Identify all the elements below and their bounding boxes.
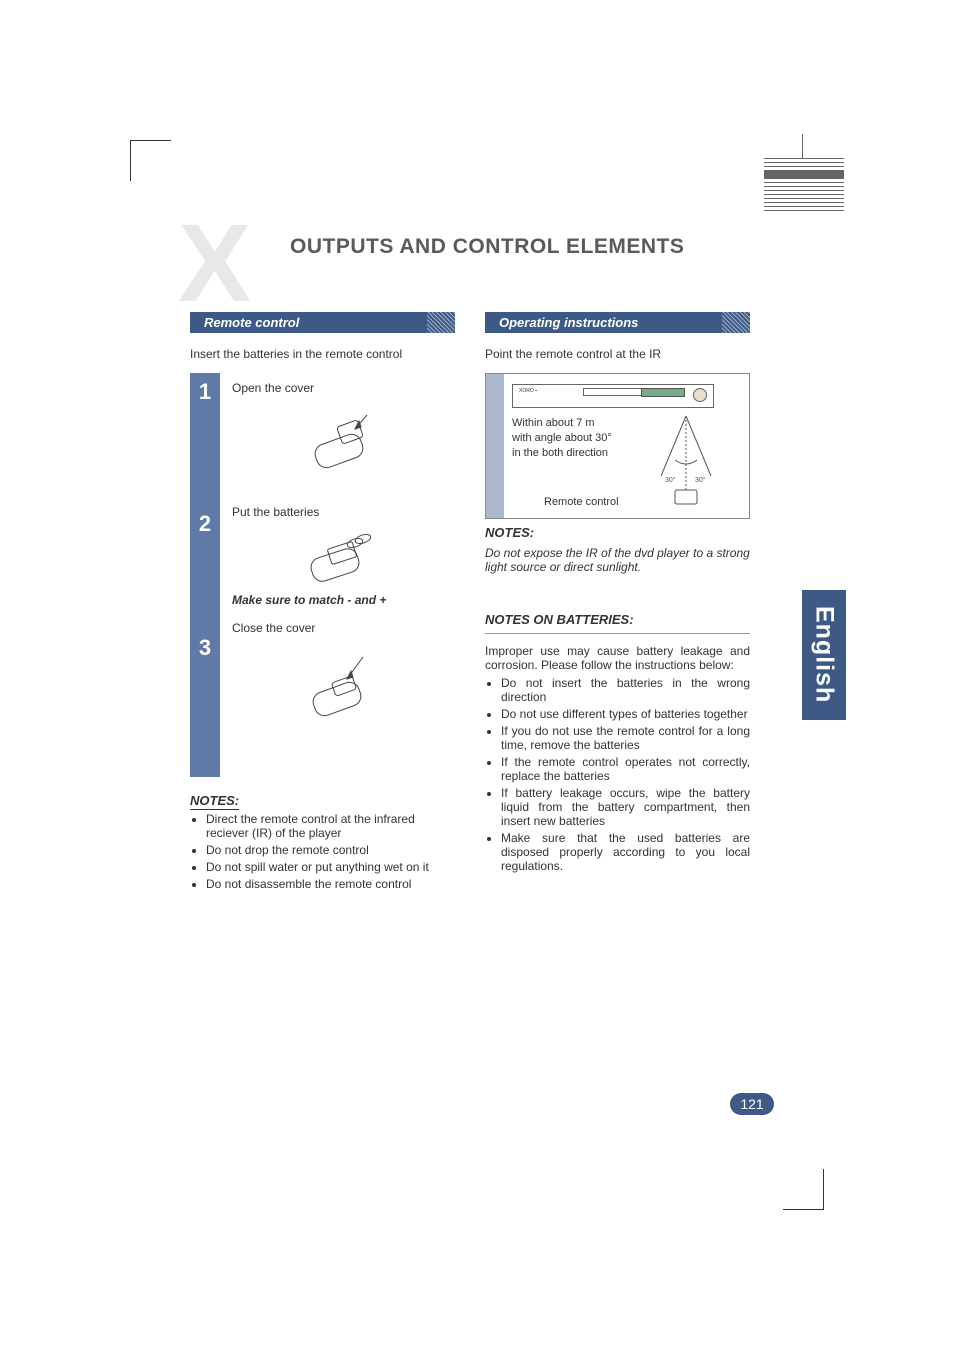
ir-cone-icon: 30° 30° [641, 412, 731, 512]
batteries-intro: Improper use may cause battery leakage a… [485, 644, 750, 672]
step-2-caption: Put the batteries [232, 505, 447, 519]
angle-left-label: 30° [665, 476, 676, 484]
ir-note-text: Do not expose the IR of the dvd player t… [485, 546, 750, 574]
crop-mark-br [783, 1169, 824, 1210]
steps: 1 2 3 Open the cover [190, 373, 455, 777]
batteries-notes-list: Do not insert the batteries in the wrong… [485, 676, 750, 873]
step-3: Close the cover [220, 613, 455, 753]
step-1-caption: Open the cover [232, 381, 447, 395]
section-title: Remote control [204, 315, 299, 330]
language-tab: English [802, 590, 846, 720]
step-num-2: 2 [190, 505, 220, 629]
diagram-strip [486, 374, 504, 518]
section-title: Operating instructions [499, 315, 638, 330]
steps-body: Open the cover Put the batteries [220, 373, 455, 777]
match-polarity-note: Make sure to match - and + [232, 587, 447, 609]
divider [485, 633, 750, 634]
battery-note-item: Do not use different types of batteries … [501, 707, 750, 721]
left-note-item: Do not disassemble the remote control [206, 877, 455, 891]
remote-control-label: Remote control [544, 496, 619, 508]
left-column: Remote control Insert the batteries in t… [190, 312, 455, 894]
left-note-item: Do not drop the remote control [206, 843, 455, 857]
dvd-player-icon: XORO ▪ [512, 384, 714, 408]
battery-note-item: Do not insert the batteries in the wrong… [501, 676, 750, 704]
page-number: 121 [730, 1093, 774, 1115]
crop-mark-tl [130, 140, 171, 181]
right-column: Operating instructions Point the remote … [485, 312, 750, 894]
step-1: Open the cover [220, 373, 455, 497]
watermark-x: X [178, 200, 245, 327]
remote-close-cover-icon [285, 639, 395, 729]
step-num-3: 3 [190, 629, 220, 777]
steps-number-strip: 1 2 3 [190, 373, 220, 777]
section-remote-control: Remote control [190, 312, 455, 333]
content-columns: Remote control Insert the batteries in t… [190, 312, 750, 894]
page-title: OUTPUTS AND CONTROL ELEMENTS [290, 235, 684, 259]
page: X OUTPUTS AND CONTROL ELEMENTS Remote co… [0, 0, 954, 1350]
angle-right-label: 30° [695, 476, 706, 484]
left-note-item: Direct the remote control at the infrare… [206, 812, 455, 840]
left-notes-list: Direct the remote control at the infrare… [190, 812, 455, 891]
left-notes-heading: NOTES: [190, 793, 455, 808]
ir-note-heading: NOTES: [485, 525, 750, 540]
step-num-1: 1 [190, 373, 220, 505]
batteries-notes-heading: NOTES ON BATTERIES: [485, 612, 750, 627]
battery-note-item: Make sure that the used batteries are di… [501, 831, 750, 873]
step-3-caption: Close the cover [232, 621, 447, 635]
left-note-item: Do not spill water or put anything wet o… [206, 860, 455, 874]
registration-lines [764, 158, 844, 211]
right-intro: Point the remote control at the IR [485, 347, 750, 361]
remote-open-cover-icon [285, 399, 395, 479]
left-intro: Insert the batteries in the remote contr… [190, 347, 455, 361]
remote-insert-batteries-icon [285, 523, 395, 587]
ir-range-diagram: XORO ▪ Within about 7 m with angle about… [485, 373, 750, 519]
battery-note-item: If battery leakage occurs, wipe the batt… [501, 786, 750, 828]
section-operating-instructions: Operating instructions [485, 312, 750, 333]
battery-note-item: If the remote control operates not corre… [501, 755, 750, 783]
step-2: Put the batteries Make sure to match - a… [220, 497, 455, 613]
battery-note-item: If you do not use the remote control for… [501, 724, 750, 752]
